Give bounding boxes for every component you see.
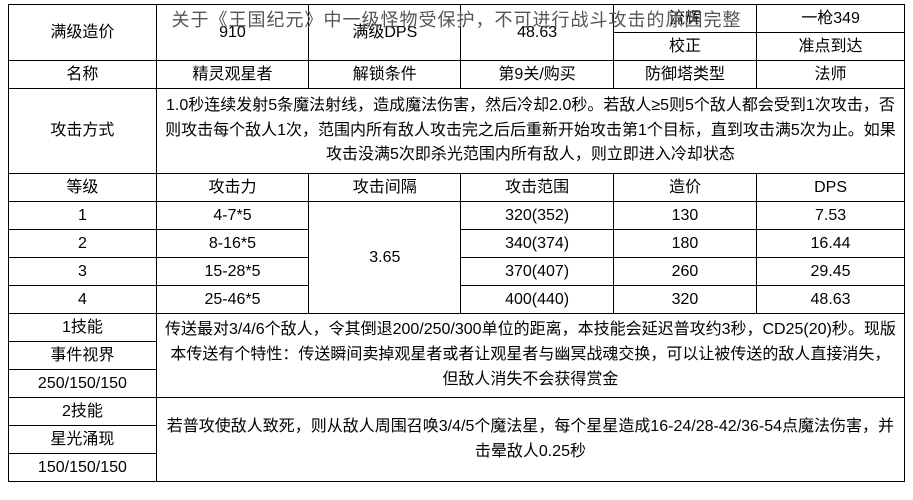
label-unlock: 解锁条件 — [309, 61, 461, 89]
lv3-cost: 260 — [613, 258, 756, 286]
label-jiaozheng: 校正 — [613, 33, 756, 61]
header-range: 攻击范围 — [461, 174, 613, 202]
skill1-desc: 传送最对3/4/6个敌人，令其倒退200/250/300单位的距离，本技能会延迟… — [156, 314, 904, 398]
value-unlock: 第9关/购买 — [461, 61, 613, 89]
label-towertype: 防御塔类型 — [613, 61, 756, 89]
label-yiqiang: 一枪349 — [757, 5, 905, 33]
lv2-cost: 180 — [613, 230, 756, 258]
row-skill2-a: 2技能 若普攻使敌人致死，则从敌人周围召唤3/4/5个魔法星，每个星星造成16-… — [9, 398, 905, 426]
lv2-range: 340(374) — [461, 230, 613, 258]
label-liuhui: 流辉 — [613, 5, 756, 33]
lv1-cost: 130 — [613, 202, 756, 230]
lv4-dps: 48.63 — [757, 286, 905, 314]
lv2-level: 2 — [9, 230, 157, 258]
row-name: 名称 精灵观星者 解锁条件 第9关/购买 防御塔类型 法师 — [9, 61, 905, 89]
label-maxlevel-dps: 满级DPS — [309, 5, 461, 61]
row-level-header: 等级 攻击力 攻击间隔 攻击范围 造价 DPS — [9, 174, 905, 202]
row-attack-desc: 攻击方式 1.0秒连续发射5条魔法射线，造成魔法伤害，然后冷却2.0秒。若敌人≥… — [9, 89, 905, 174]
lv2-dps: 16.44 — [757, 230, 905, 258]
stats-table: 满级造价 910 满级DPS 48.63 流辉 一枪349 校正 准点到达 名称… — [8, 4, 905, 482]
header-dps: DPS — [757, 174, 905, 202]
all-interval: 3.65 — [309, 202, 461, 314]
lv4-level: 4 — [9, 286, 157, 314]
row-skill1-a: 1技能 传送最对3/4/6个敌人，令其倒退200/250/300单位的距离，本技… — [9, 314, 905, 342]
lv3-dps: 29.45 — [757, 258, 905, 286]
value-maxlevel-dps: 48.63 — [461, 5, 613, 61]
skill2-label: 2技能 — [9, 398, 157, 426]
lv3-level: 3 — [9, 258, 157, 286]
header-cost: 造价 — [613, 174, 756, 202]
lv1-range: 320(352) — [461, 202, 613, 230]
lv2-atk: 8-16*5 — [156, 230, 308, 258]
stats-table-container: 满级造价 910 满级DPS 48.63 流辉 一枪349 校正 准点到达 名称… — [8, 4, 905, 482]
label-name: 名称 — [9, 61, 157, 89]
value-towertype: 法师 — [757, 61, 905, 89]
header-atk: 攻击力 — [156, 174, 308, 202]
lv3-range: 370(407) — [461, 258, 613, 286]
skill2-cost: 150/150/150 — [9, 454, 157, 482]
skill1-cost: 250/150/150 — [9, 370, 157, 398]
value-maxlevel-cost: 910 — [156, 5, 308, 61]
label-maxlevel-cost: 满级造价 — [9, 5, 157, 61]
skill2-desc: 若普攻使敌人致死，则从敌人周围召唤3/4/5个魔法星，每个星星造成16-24/2… — [156, 398, 904, 482]
value-name: 精灵观星者 — [156, 61, 308, 89]
header-interval: 攻击间隔 — [309, 174, 461, 202]
row-maxlevel-cost: 满级造价 910 满级DPS 48.63 流辉 一枪349 — [9, 5, 905, 33]
value-attack-desc: 1.0秒连续发射5条魔法射线，造成魔法伤害，然后冷却2.0秒。若敌人≥5则5个敌… — [156, 89, 904, 174]
header-level: 等级 — [9, 174, 157, 202]
lv4-atk: 25-46*5 — [156, 286, 308, 314]
lv4-cost: 320 — [613, 286, 756, 314]
skill1-label: 1技能 — [9, 314, 157, 342]
lv1-level: 1 — [9, 202, 157, 230]
label-attack-mode: 攻击方式 — [9, 89, 157, 174]
lv1-dps: 7.53 — [757, 202, 905, 230]
label-zhundian: 准点到达 — [757, 33, 905, 61]
skill2-name: 星光涌现 — [9, 426, 157, 454]
lv1-atk: 4-7*5 — [156, 202, 308, 230]
lv3-atk: 15-28*5 — [156, 258, 308, 286]
skill1-name: 事件视界 — [9, 342, 157, 370]
row-lv1: 1 4-7*5 3.65 320(352) 130 7.53 — [9, 202, 905, 230]
lv4-range: 400(440) — [461, 286, 613, 314]
